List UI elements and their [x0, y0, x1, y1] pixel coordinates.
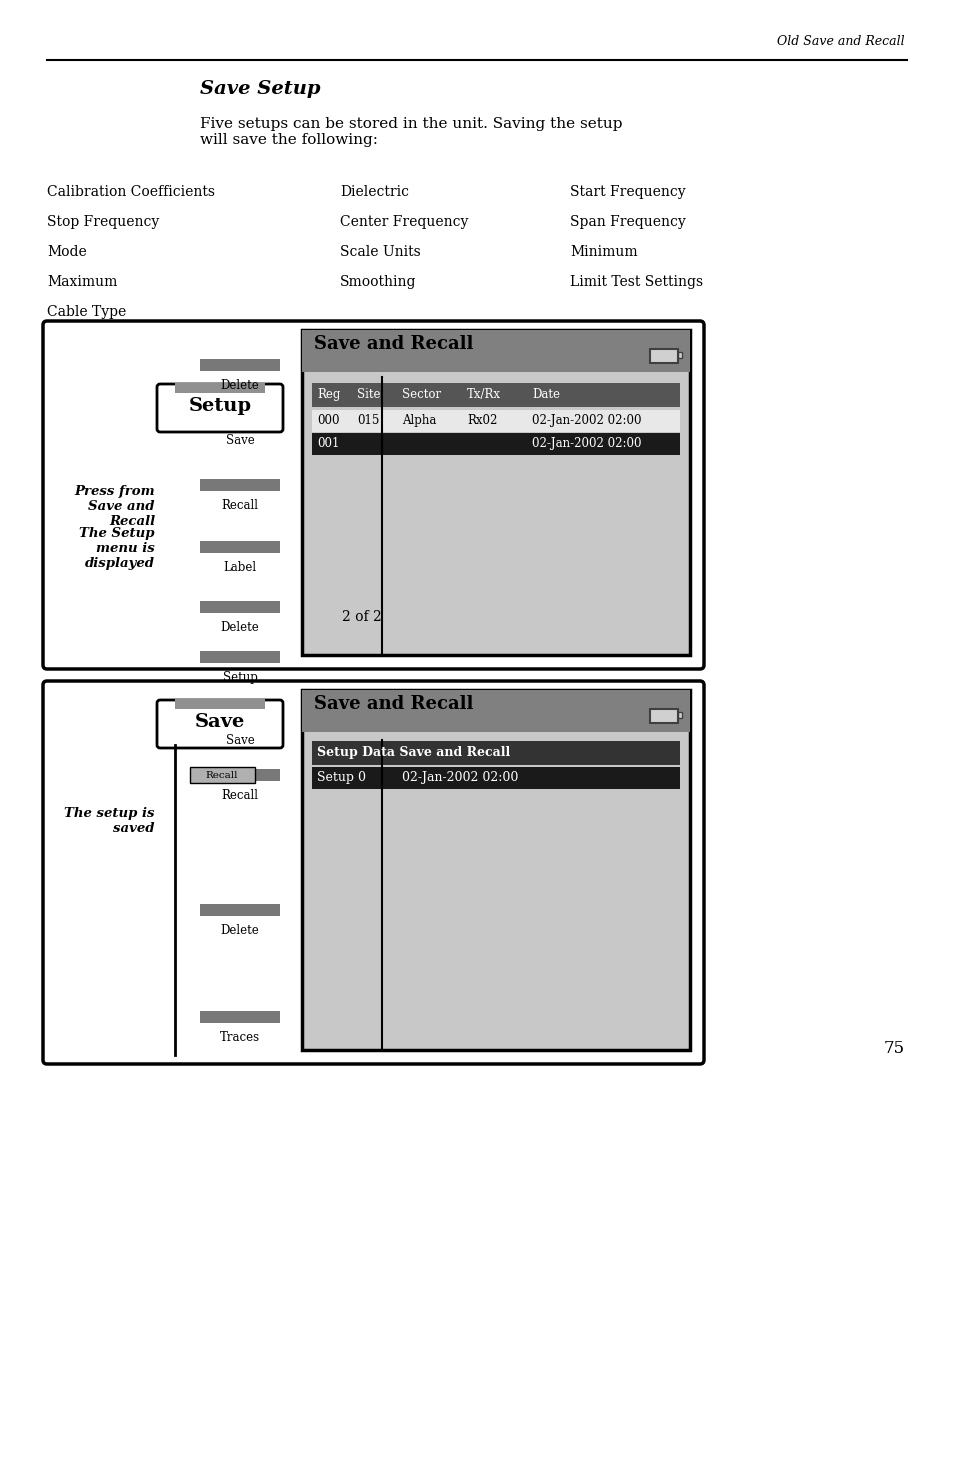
Bar: [302, 330, 689, 372]
Text: The setup is
saved: The setup is saved: [65, 807, 154, 835]
Text: 02-Jan-2002 02:00: 02-Jan-2002 02:00: [532, 437, 640, 450]
Text: Delete: Delete: [220, 379, 259, 392]
Bar: [312, 767, 679, 789]
Bar: [200, 1010, 280, 1024]
Text: 001: 001: [316, 437, 339, 450]
Text: Alpha: Alpha: [401, 414, 436, 426]
Bar: [678, 712, 681, 718]
Text: 02-Jan-2002 02:00: 02-Jan-2002 02:00: [401, 771, 517, 785]
Text: Smoothing: Smoothing: [339, 274, 416, 289]
Bar: [312, 434, 679, 454]
Text: Save and Recall: Save and Recall: [314, 695, 473, 712]
Bar: [200, 904, 280, 916]
Text: Save: Save: [226, 735, 254, 746]
Bar: [200, 768, 280, 780]
Text: Center Frequency: Center Frequency: [339, 215, 468, 229]
Text: Recall: Recall: [221, 499, 258, 512]
Text: Dielectric: Dielectric: [339, 184, 409, 199]
Bar: [302, 690, 689, 732]
Text: Recall: Recall: [206, 771, 238, 780]
Text: Setup: Setup: [222, 671, 257, 684]
Text: Tx/Rx: Tx/Rx: [467, 388, 500, 401]
Text: Setup Data Save and Recall: Setup Data Save and Recall: [316, 746, 510, 760]
Bar: [174, 699, 265, 709]
Bar: [200, 650, 280, 662]
Text: Label: Label: [223, 560, 256, 574]
Bar: [200, 479, 280, 491]
FancyBboxPatch shape: [157, 384, 283, 432]
Text: Setup: Setup: [189, 397, 252, 414]
Bar: [649, 709, 678, 723]
Bar: [200, 414, 280, 426]
Text: Scale Units: Scale Units: [339, 245, 420, 260]
Text: Rx02: Rx02: [467, 414, 497, 426]
Bar: [302, 690, 689, 1050]
Bar: [200, 541, 280, 553]
Text: Mode: Mode: [47, 245, 87, 260]
Text: Start Frequency: Start Frequency: [569, 184, 685, 199]
Text: Site: Site: [356, 388, 380, 401]
Text: Save Setup: Save Setup: [200, 80, 320, 97]
Text: Old Save and Recall: Old Save and Recall: [777, 35, 904, 49]
FancyBboxPatch shape: [43, 681, 703, 1063]
Text: 2 of 2: 2 of 2: [341, 611, 381, 624]
Text: Stop Frequency: Stop Frequency: [47, 215, 159, 229]
Text: Five setups can be stored in the unit. Saving the setup
will save the following:: Five setups can be stored in the unit. S…: [200, 117, 622, 148]
Bar: [174, 384, 265, 392]
Bar: [649, 350, 678, 363]
Text: Calibration Coefficients: Calibration Coefficients: [47, 184, 214, 199]
Text: Save: Save: [194, 712, 245, 732]
FancyBboxPatch shape: [43, 322, 703, 670]
Text: 000: 000: [316, 414, 339, 426]
Bar: [312, 740, 679, 766]
Text: Press from
Save and
Recall: Press from Save and Recall: [74, 485, 154, 528]
Bar: [200, 714, 280, 726]
Text: Save: Save: [226, 434, 254, 447]
Bar: [200, 358, 280, 372]
Text: Traces: Traces: [220, 1031, 260, 1044]
Text: Reg: Reg: [316, 388, 340, 401]
Text: Save and Recall: Save and Recall: [314, 335, 473, 353]
Bar: [190, 767, 254, 783]
Text: Delete: Delete: [220, 621, 259, 634]
Text: Minimum: Minimum: [569, 245, 637, 260]
Text: Sector: Sector: [401, 388, 440, 401]
Text: Setup 0: Setup 0: [316, 771, 366, 785]
Text: 75: 75: [882, 1040, 904, 1058]
Bar: [200, 600, 280, 614]
Text: 015: 015: [356, 414, 379, 426]
Text: Limit Test Settings: Limit Test Settings: [569, 274, 702, 289]
Text: Maximum: Maximum: [47, 274, 117, 289]
Bar: [312, 384, 679, 407]
Bar: [678, 353, 681, 358]
Text: Cable Type: Cable Type: [47, 305, 126, 319]
Text: Delete: Delete: [220, 923, 259, 937]
Bar: [312, 410, 679, 432]
Text: Span Frequency: Span Frequency: [569, 215, 685, 229]
Text: Recall: Recall: [221, 789, 258, 802]
Text: Date: Date: [532, 388, 559, 401]
Text: The Setup
menu is
displayed: The Setup menu is displayed: [79, 527, 154, 569]
FancyBboxPatch shape: [157, 701, 283, 748]
Text: 02-Jan-2002 02:00: 02-Jan-2002 02:00: [532, 414, 640, 426]
Bar: [302, 330, 689, 655]
